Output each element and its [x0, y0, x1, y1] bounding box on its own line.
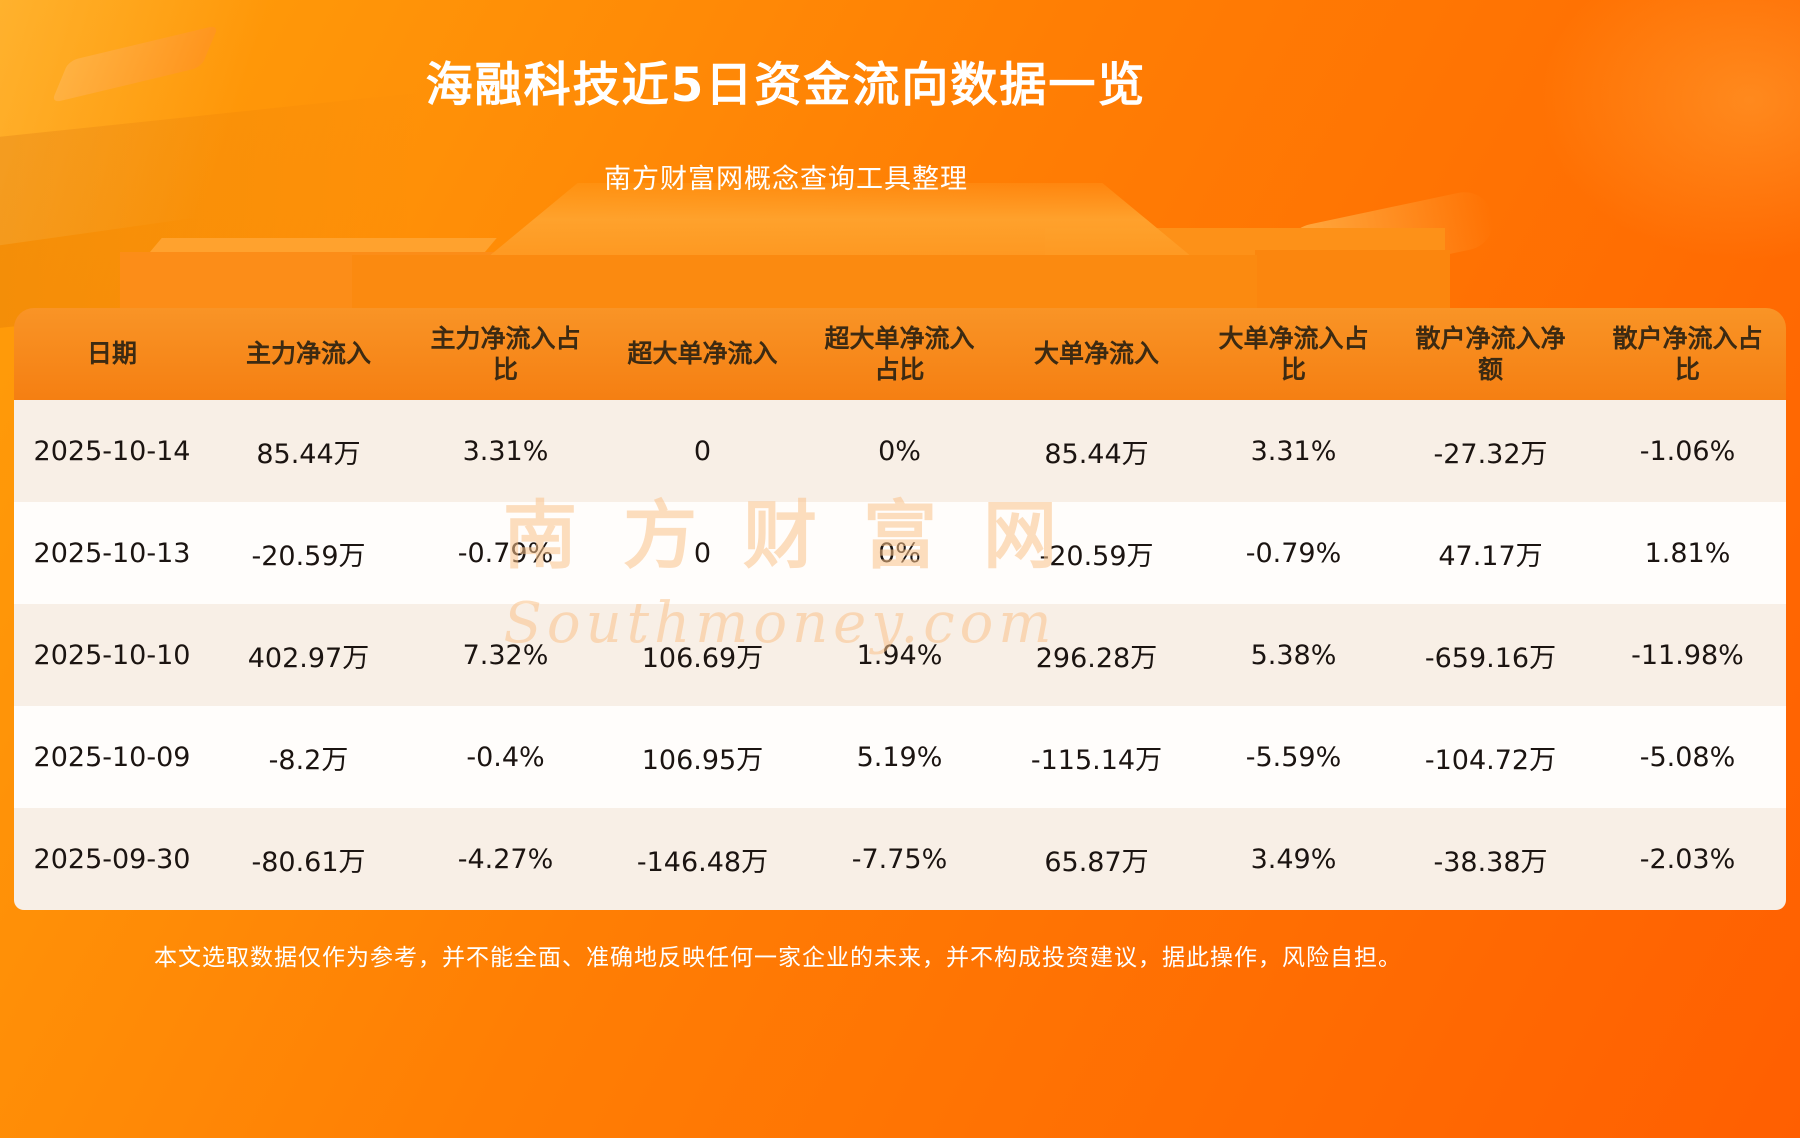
headline: 海融科技近5日资金流向数据一览 南方财富网概念查询工具整理	[0, 46, 1572, 196]
column-header: 日期	[14, 308, 210, 400]
value-cell: -115.14万	[1030, 744, 1163, 776]
value-cell: -38.38万	[1433, 846, 1548, 878]
value-cell: -1.06%	[1639, 435, 1736, 467]
value-cell: 1.81%	[1644, 537, 1731, 569]
value-cell: -0.4%	[466, 741, 545, 773]
date-cell: 2025-10-09	[33, 741, 191, 773]
value-cell: 7.32%	[462, 639, 549, 671]
value-cell: -4.27%	[457, 843, 554, 875]
decor-glow-right	[1540, 0, 1800, 260]
decor-3d-podium-top	[430, 183, 1250, 305]
value-cell: 85.44万	[1044, 438, 1149, 470]
value-cell: -27.32万	[1433, 438, 1548, 470]
decor-3d-box-right-small	[1255, 250, 1450, 312]
value-cell: -7.75%	[851, 843, 948, 875]
column-header: 大单净流入	[998, 308, 1195, 400]
table-header-row: 日期 主力净流入 主力净流入占比 超大单净流入 超大单净流入占比 大单净流入 大单净流入占比…	[14, 308, 1786, 400]
date-cell: 2025-10-14	[33, 435, 191, 467]
fund-flow-table: 日期 主力净流入 主力净流入占比 超大单净流入 超大单净流入占比 大单净流入 大单净流入占比…	[14, 308, 1786, 910]
decor-light-streak-right	[1281, 186, 1499, 288]
value-cell: 47.17万	[1438, 540, 1543, 572]
column-header: 散户净流入净额	[1392, 308, 1589, 400]
value-cell: 0	[693, 435, 712, 467]
value-cell: -0.79%	[457, 537, 554, 569]
value-cell: -5.59%	[1245, 741, 1342, 773]
column-header: 散户净流入占比	[1589, 308, 1786, 400]
table-row: 2025-10-09 -8.2万 -0.4% 106.95万 5.19% -115.14万…	[14, 706, 1786, 808]
table-row: 2025-09-30 -80.61万 -4.27% -146.48万 -7.75% 65.…	[14, 808, 1786, 910]
decor-3d-box-right	[1045, 228, 1445, 312]
value-cell: -146.48万	[636, 846, 769, 878]
value-cell: 5.19%	[856, 741, 943, 773]
decor-3d-podium-front	[352, 255, 1257, 313]
value-cell: -80.61万	[251, 846, 366, 878]
value-cell: 3.31%	[1250, 435, 1337, 467]
table-row: 2025-10-14 85.44万 3.31% 0 0% 85.44万 3.31% -27.3…	[14, 400, 1786, 502]
column-header: 主力净流入占比	[407, 308, 604, 400]
value-cell: 296.28万	[1035, 642, 1158, 674]
column-header: 超大单净流入	[604, 308, 801, 400]
column-header: 超大单净流入占比	[801, 308, 998, 400]
decor-3d-box-left	[120, 252, 520, 312]
value-cell: -20.59万	[1039, 540, 1154, 572]
date-cell: 2025-10-13	[33, 537, 191, 569]
value-cell: -11.98%	[1631, 639, 1744, 671]
value-cell: -2.03%	[1639, 843, 1736, 875]
value-cell: 65.87万	[1044, 846, 1149, 878]
value-cell: 3.31%	[462, 435, 549, 467]
table-row: 2025-10-13 -20.59万 -0.79% 0 0% -20.59万 -0.79% 4…	[14, 502, 1786, 604]
date-cell: 2025-09-30	[33, 843, 191, 875]
value-cell: -8.2万	[268, 744, 349, 776]
value-cell: 402.97万	[247, 642, 370, 674]
fund-flow-table-grid: 日期 主力净流入 主力净流入占比 超大单净流入 超大单净流入占比 大单净流入 大单净流入占比…	[14, 308, 1786, 910]
date-cell: 2025-10-10	[33, 639, 191, 671]
column-header: 主力净流入	[210, 308, 407, 400]
value-cell: 1.94%	[856, 639, 943, 671]
value-cell: -0.79%	[1245, 537, 1342, 569]
value-cell: -104.72万	[1424, 744, 1557, 776]
value-cell: 5.38%	[1250, 639, 1337, 671]
decor-3d-box-left-top	[148, 238, 497, 254]
disclaimer: 本文选取数据仅作为参考，并不能全面、准确地反映任何一家企业的未来，并不构成投资建…	[154, 945, 1402, 971]
page-title: 海融科技近5日资金流向数据一览	[425, 58, 1147, 113]
value-cell: -659.16万	[1424, 642, 1557, 674]
value-cell: 106.95万	[641, 744, 764, 776]
table-row: 2025-10-10 402.97万 7.32% 106.69万 1.94% 296.28…	[14, 604, 1786, 706]
value-cell: 0	[693, 537, 712, 569]
value-cell: -5.08%	[1639, 741, 1736, 773]
value-cell: -20.59万	[251, 540, 366, 572]
value-cell: 0%	[878, 435, 921, 467]
page-subtitle: 南方财富网概念查询工具整理	[604, 164, 968, 195]
value-cell: 3.49%	[1250, 843, 1337, 875]
column-header: 大单净流入占比	[1195, 308, 1392, 400]
value-cell: 85.44万	[256, 438, 361, 470]
value-cell: 0%	[878, 537, 921, 569]
value-cell: 106.69万	[641, 642, 764, 674]
